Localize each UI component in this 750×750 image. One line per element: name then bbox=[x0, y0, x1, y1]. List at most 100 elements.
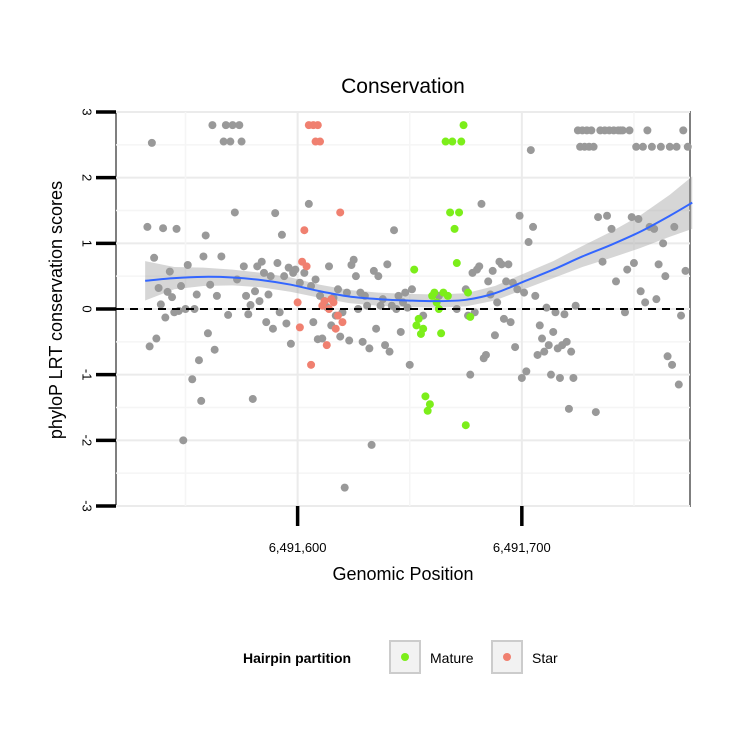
point-other bbox=[683, 142, 692, 151]
point-other bbox=[591, 408, 600, 417]
point-other bbox=[304, 199, 313, 208]
point-other bbox=[407, 285, 416, 294]
point-other bbox=[228, 121, 237, 130]
chart-title: Conservation bbox=[341, 75, 465, 98]
point-other bbox=[147, 138, 156, 147]
y-tick-label: 3 bbox=[80, 108, 95, 115]
point-other bbox=[268, 324, 277, 333]
point-other bbox=[654, 260, 663, 269]
point-star bbox=[338, 318, 347, 327]
point-other bbox=[475, 262, 484, 271]
point-star bbox=[302, 262, 311, 271]
point-other bbox=[502, 277, 511, 286]
point-other bbox=[504, 260, 513, 269]
point-other bbox=[311, 275, 320, 284]
point-other bbox=[520, 288, 529, 297]
point-other bbox=[365, 344, 374, 353]
point-other bbox=[681, 266, 690, 275]
point-other bbox=[511, 343, 520, 352]
point-other bbox=[309, 318, 318, 327]
legend-label-star: Star bbox=[532, 650, 558, 666]
point-mature bbox=[464, 288, 473, 297]
point-other bbox=[564, 404, 573, 413]
point-other bbox=[358, 337, 367, 346]
point-mature bbox=[450, 224, 459, 233]
point-other bbox=[372, 324, 381, 333]
confidence-band-layer bbox=[145, 176, 693, 308]
point-mature bbox=[466, 312, 475, 321]
point-other bbox=[647, 142, 656, 151]
point-star bbox=[313, 121, 322, 130]
point-other bbox=[652, 295, 661, 304]
point-other bbox=[286, 339, 295, 348]
point-other bbox=[239, 262, 248, 271]
point-other bbox=[587, 126, 596, 135]
point-other bbox=[282, 319, 291, 328]
point-other bbox=[271, 209, 280, 218]
x-axis-title: Genomic Position bbox=[332, 564, 473, 584]
point-other bbox=[484, 277, 493, 286]
point-other bbox=[376, 301, 385, 310]
point-other bbox=[201, 231, 210, 240]
point-other bbox=[634, 215, 643, 224]
point-other bbox=[650, 224, 659, 233]
point-other bbox=[150, 253, 159, 262]
point-other bbox=[208, 121, 217, 130]
point-other bbox=[275, 308, 284, 317]
point-other bbox=[192, 290, 201, 299]
point-other bbox=[277, 230, 286, 239]
point-other bbox=[641, 298, 650, 307]
confidence-band bbox=[145, 176, 693, 308]
point-other bbox=[506, 318, 515, 327]
point-other bbox=[168, 293, 177, 302]
point-other bbox=[538, 334, 547, 343]
point-other bbox=[629, 259, 638, 268]
point-other bbox=[493, 298, 502, 307]
point-star bbox=[293, 298, 302, 307]
point-other bbox=[526, 146, 535, 155]
point-mature bbox=[410, 265, 419, 274]
point-other bbox=[618, 126, 627, 135]
point-other bbox=[390, 226, 399, 235]
point-other bbox=[154, 283, 163, 292]
point-other bbox=[515, 211, 524, 220]
point-other bbox=[318, 334, 327, 343]
point-other bbox=[374, 272, 383, 281]
point-other bbox=[394, 291, 403, 300]
point-star bbox=[329, 298, 338, 307]
x-tick-label: 6,491,600 bbox=[269, 540, 327, 555]
point-other bbox=[542, 303, 551, 312]
smooth-line-layer bbox=[145, 201, 693, 303]
point-other bbox=[217, 252, 226, 261]
point-other bbox=[230, 208, 239, 217]
smooth-trend-line bbox=[145, 201, 693, 303]
point-other bbox=[385, 347, 394, 356]
point-other bbox=[152, 334, 161, 343]
point-other bbox=[513, 285, 522, 294]
point-other bbox=[235, 121, 244, 130]
point-other bbox=[401, 288, 410, 297]
point-other bbox=[259, 268, 268, 277]
point-other bbox=[221, 121, 230, 130]
point-other bbox=[607, 224, 616, 233]
point-other bbox=[203, 329, 212, 338]
point-other bbox=[627, 213, 636, 222]
point-mature bbox=[437, 329, 446, 338]
point-mature bbox=[421, 392, 430, 401]
point-other bbox=[246, 301, 255, 310]
point-other bbox=[540, 347, 549, 356]
point-other bbox=[248, 394, 257, 403]
legend-title: Hairpin partition bbox=[243, 650, 351, 666]
point-mature bbox=[443, 291, 452, 300]
point-other bbox=[242, 291, 251, 300]
point-other bbox=[273, 259, 282, 268]
y-tick-label: -1 bbox=[80, 369, 95, 381]
point-other bbox=[206, 280, 215, 289]
point-other bbox=[199, 252, 208, 261]
point-other bbox=[255, 297, 264, 306]
point-other bbox=[544, 341, 553, 350]
point-other bbox=[179, 436, 188, 445]
point-other bbox=[264, 290, 273, 299]
legend-swatch-mature bbox=[401, 653, 409, 661]
axes-layer: -3 -2 -1 0 1 2 3 6,491,600 6,491,700 bbox=[80, 108, 551, 555]
